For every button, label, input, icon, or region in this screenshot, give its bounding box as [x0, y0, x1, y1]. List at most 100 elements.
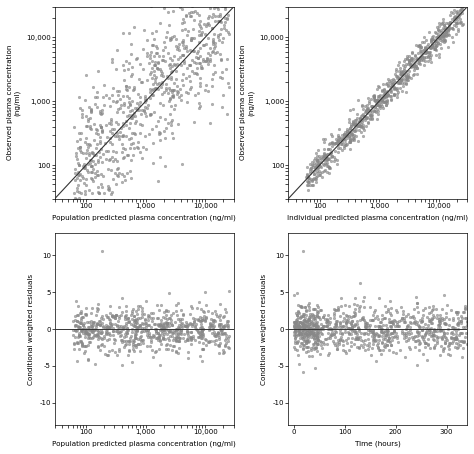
Point — [344, 324, 351, 331]
Point — [75, 129, 83, 137]
Point — [348, 324, 356, 331]
Point — [199, 334, 206, 341]
Point — [179, 51, 187, 59]
Point — [191, 69, 198, 77]
Point — [141, 325, 148, 332]
Point — [340, 322, 347, 329]
Point — [147, 49, 155, 56]
Point — [378, 311, 386, 318]
Point — [391, 317, 398, 325]
Point — [348, 136, 356, 143]
Point — [225, 332, 233, 340]
Point — [107, 316, 114, 323]
Point — [294, 351, 301, 358]
Point — [142, 327, 150, 334]
Point — [448, 25, 456, 32]
Point — [383, 93, 391, 100]
Point — [106, 348, 113, 355]
Point — [347, 343, 355, 350]
Point — [83, 123, 91, 130]
Point — [305, 327, 313, 334]
Point — [190, 59, 198, 66]
Point — [149, 332, 156, 339]
Point — [413, 64, 421, 72]
Point — [421, 339, 429, 346]
Point — [97, 329, 104, 336]
Point — [430, 344, 438, 351]
Point — [78, 172, 86, 179]
Point — [184, 332, 191, 339]
Point — [109, 157, 117, 164]
Point — [447, 306, 455, 314]
Point — [170, 336, 177, 343]
Point — [434, 24, 441, 31]
Point — [309, 334, 317, 341]
Point — [148, 87, 155, 94]
Point — [111, 320, 119, 327]
Point — [374, 96, 382, 103]
Point — [155, 345, 163, 353]
Point — [87, 175, 94, 182]
Point — [182, 13, 189, 20]
Point — [292, 332, 300, 340]
Point — [186, 62, 193, 69]
Point — [434, 39, 441, 47]
Point — [303, 182, 311, 189]
Point — [188, 334, 195, 341]
Point — [72, 153, 80, 160]
Point — [451, 324, 458, 331]
Point — [300, 327, 307, 335]
Point — [189, 315, 196, 322]
Point — [181, 25, 189, 32]
Point — [83, 196, 91, 203]
Point — [167, 74, 175, 81]
Point — [454, 340, 462, 348]
Point — [421, 340, 428, 347]
Point — [303, 326, 311, 333]
Point — [443, 31, 451, 39]
Point — [122, 302, 130, 309]
Point — [402, 330, 410, 337]
Point — [180, 335, 187, 342]
Point — [162, 319, 170, 326]
Point — [187, 333, 194, 340]
Point — [349, 133, 357, 140]
Point — [393, 84, 401, 92]
Point — [413, 64, 420, 72]
Point — [408, 54, 415, 62]
Point — [132, 56, 139, 63]
Point — [369, 92, 377, 99]
Point — [450, 22, 458, 29]
Point — [128, 309, 136, 316]
Point — [111, 155, 119, 163]
Point — [294, 326, 302, 333]
Point — [365, 342, 372, 349]
Point — [382, 343, 389, 350]
Point — [172, 325, 179, 332]
Point — [169, 310, 177, 317]
Point — [126, 341, 133, 348]
Point — [383, 329, 391, 336]
Point — [454, 325, 462, 332]
Point — [378, 86, 385, 94]
Point — [94, 321, 102, 328]
Point — [305, 175, 312, 182]
Point — [310, 170, 318, 177]
Point — [408, 333, 416, 340]
Point — [85, 325, 93, 332]
Point — [175, 325, 183, 332]
Point — [145, 130, 153, 137]
Point — [104, 147, 111, 154]
Point — [307, 168, 314, 175]
Point — [437, 44, 445, 52]
Point — [438, 334, 446, 341]
Point — [454, 17, 461, 24]
Point — [77, 129, 85, 137]
Point — [162, 323, 170, 330]
Point — [120, 122, 128, 129]
Point — [352, 127, 360, 134]
Point — [176, 3, 184, 10]
Point — [439, 30, 447, 37]
Point — [120, 101, 128, 109]
Point — [368, 333, 376, 340]
